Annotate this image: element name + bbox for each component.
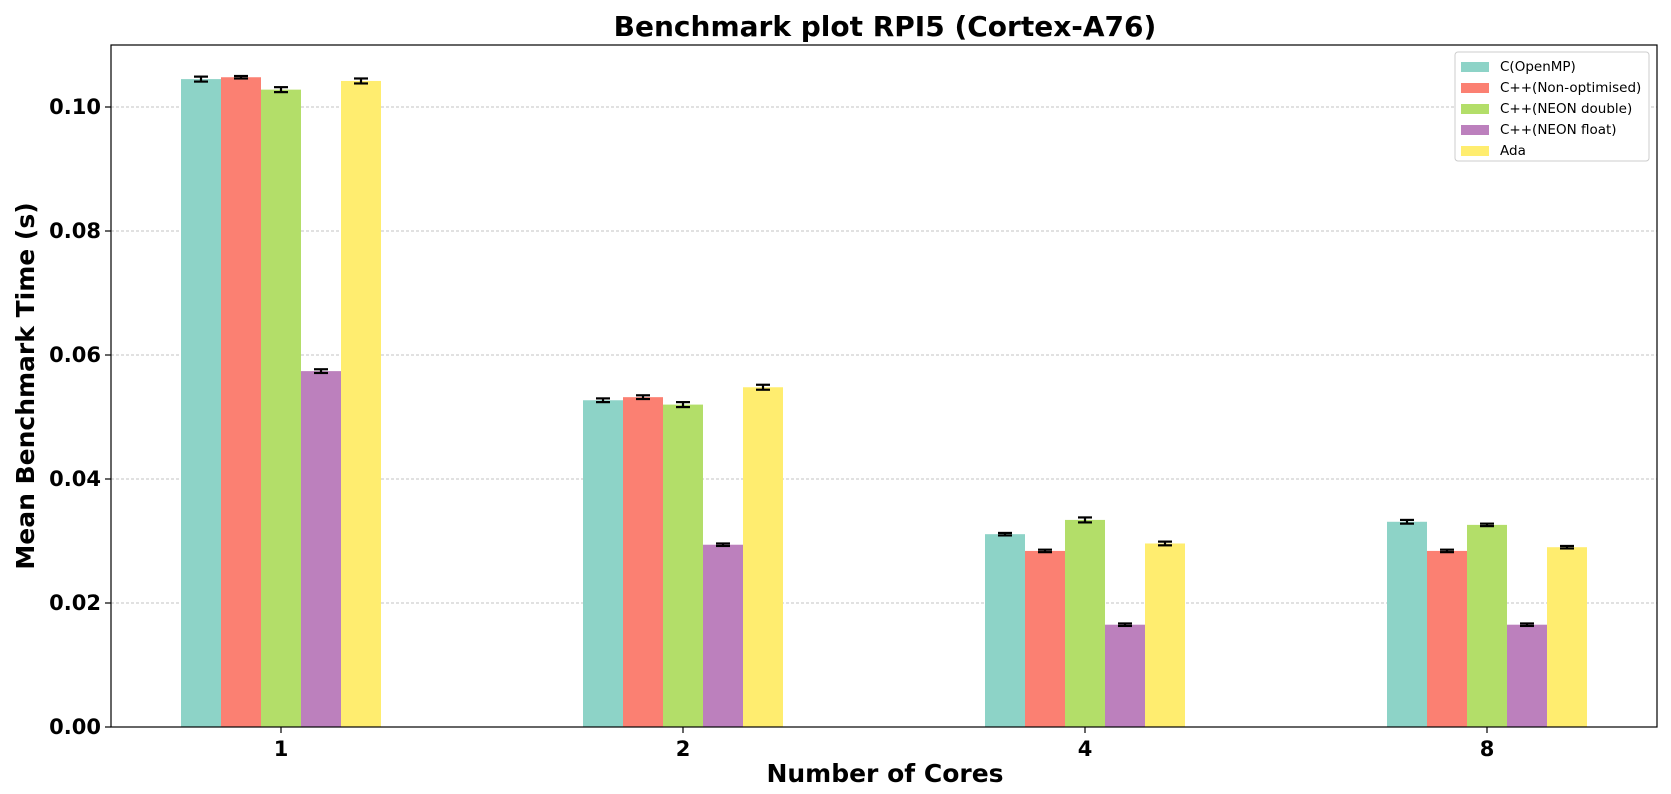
- x-tick-label: 1: [274, 737, 289, 761]
- legend-label: C(OpenMP): [1500, 59, 1576, 75]
- bar-c-neon-double--4: [1065, 519, 1105, 727]
- bar-c-neon-double--2: [663, 404, 703, 727]
- bar-c-non-optimised--2: [623, 397, 663, 727]
- bar-c-openmp--8: [1387, 521, 1427, 727]
- x-axis-label: Number of Cores: [766, 759, 1003, 788]
- y-tick-label: 0.00: [49, 715, 101, 739]
- legend: C(OpenMP) C++(Non-optimised) C++(NEON doub…: [1454, 51, 1650, 162]
- chart-title: Benchmark plot RPI5 (Cortex-A76): [614, 10, 1157, 43]
- bar-c-openmp--4: [985, 534, 1025, 727]
- y-tick-label: 0.04: [49, 467, 101, 491]
- bar-c-non-optimised--4: [1025, 550, 1065, 727]
- legend-swatch: [1461, 125, 1489, 135]
- bar-c-neon-double--1: [261, 89, 301, 727]
- y-axis-ticks: 0.00 0.02 0.04 0.06 0.08 0.10: [49, 95, 111, 739]
- legend-swatch: [1461, 83, 1489, 93]
- bar-c-openmp--1: [181, 79, 221, 728]
- y-tick-label: 0.02: [49, 591, 101, 615]
- bar-ada-2: [743, 387, 783, 727]
- error-bars-group: [194, 74, 1574, 628]
- legend-label: C++(NEON float): [1500, 122, 1617, 138]
- y-axis-label: Mean Benchmark Time (s): [11, 202, 40, 569]
- legend-box: [1454, 51, 1650, 162]
- x-tick-label: 4: [1078, 737, 1093, 761]
- bar-c-non-optimised--8: [1427, 550, 1467, 727]
- bar-c-neon-float--2: [703, 544, 743, 727]
- legend-swatch: [1461, 62, 1489, 72]
- bars-group: [181, 77, 1587, 728]
- bar-c-openmp--2: [583, 400, 623, 727]
- x-tick-label: 8: [1480, 737, 1495, 761]
- bar-c-neon-float--8: [1507, 624, 1547, 727]
- bar-c-neon-double--8: [1467, 524, 1507, 727]
- legend-label: C++(Non-optimised): [1500, 80, 1641, 96]
- legend-swatch: [1461, 146, 1489, 156]
- bar-ada-8: [1547, 547, 1587, 727]
- x-axis-ticks: 1 2 4 8: [274, 727, 1495, 761]
- plot-frame: [110, 44, 1658, 728]
- bar-c-neon-float--4: [1105, 624, 1145, 727]
- y-tick-label: 0.06: [49, 343, 101, 367]
- bar-ada-1: [341, 80, 381, 727]
- legend-label: C++(NEON double): [1500, 101, 1632, 117]
- bar-c-non-optimised--1: [221, 77, 261, 728]
- x-tick-label: 2: [676, 737, 691, 761]
- bar-c-neon-float--1: [301, 371, 341, 727]
- legend-label: Ada: [1500, 143, 1526, 159]
- y-tick-label: 0.10: [49, 95, 101, 119]
- y-tick-label: 0.08: [49, 219, 101, 243]
- bar-ada-4: [1145, 543, 1185, 727]
- legend-swatch: [1461, 104, 1489, 114]
